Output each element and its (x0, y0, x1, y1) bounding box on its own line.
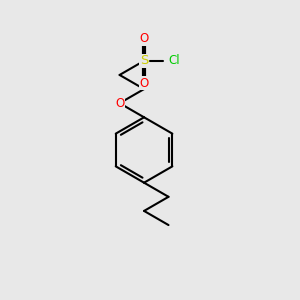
Text: O: O (115, 97, 124, 110)
Text: Cl: Cl (168, 54, 180, 67)
Text: S: S (140, 54, 148, 67)
Text: O: O (140, 32, 149, 45)
Text: O: O (140, 76, 149, 90)
